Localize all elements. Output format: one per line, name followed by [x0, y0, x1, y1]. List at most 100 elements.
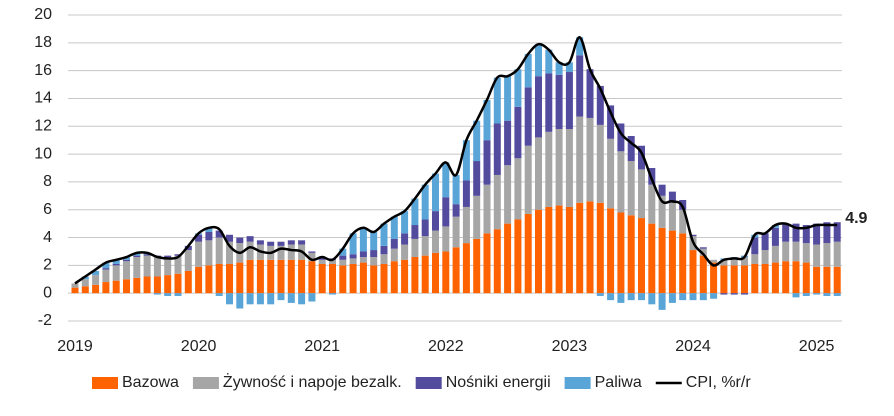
bar-segment	[514, 219, 522, 294]
bar-segment	[627, 215, 635, 294]
bar-segment	[236, 262, 244, 294]
bar-segment	[720, 293, 728, 295]
bar-segment	[792, 223, 800, 242]
bar-segment	[390, 238, 398, 249]
bar-segment	[504, 76, 512, 121]
legend-label: Paliwa	[595, 374, 642, 391]
bar-segment	[483, 184, 491, 234]
bar-segment	[390, 261, 398, 294]
bar-segment	[617, 123, 625, 152]
bar-segment	[710, 293, 718, 299]
bar-segment	[565, 206, 573, 294]
bar-segment	[792, 241, 800, 262]
cpi-line	[74, 36, 838, 285]
bar-segment	[730, 293, 738, 295]
bar-segment	[256, 293, 264, 305]
bar-segment	[174, 254, 182, 256]
bar-segment	[555, 74, 563, 130]
bar-segment	[565, 72, 573, 130]
bar-segment	[617, 293, 625, 303]
bar-segment	[370, 257, 378, 266]
bar-segment	[380, 245, 388, 255]
bar-segment	[143, 276, 151, 294]
bar-segment	[153, 276, 161, 294]
bar-segment	[267, 259, 275, 294]
bar-segment	[483, 233, 491, 294]
bar-segment	[226, 234, 233, 242]
bar-segment	[246, 293, 254, 305]
bar-segment	[298, 293, 306, 305]
bar-segment	[699, 255, 707, 294]
bar-segment	[102, 269, 110, 283]
y-tick-label: 18	[34, 34, 52, 51]
bar-segment	[380, 254, 388, 264]
bar-segment	[277, 293, 285, 301]
bar-segment	[215, 293, 223, 296]
bar-segment	[638, 293, 645, 301]
bar-segment	[308, 293, 316, 302]
bar-segment	[205, 265, 213, 294]
bar-segment	[617, 151, 625, 213]
bar-segment	[215, 237, 223, 264]
bar-segment	[92, 275, 100, 285]
bar-segment	[586, 69, 594, 118]
bar-segment	[658, 184, 666, 196]
x-tick-label: 2019	[57, 338, 93, 355]
bar-segment	[679, 209, 687, 234]
bar-segment	[535, 137, 542, 210]
y-tick-label: 6	[43, 201, 52, 218]
bar-segment	[792, 261, 800, 294]
bar-segment	[298, 259, 306, 294]
bar-segment	[370, 250, 378, 258]
bar-segment	[751, 237, 759, 255]
bar-segment	[287, 240, 295, 245]
bar-segment	[524, 213, 532, 294]
bar-segment	[71, 287, 79, 294]
bar-segment	[782, 241, 790, 262]
bar-segment	[576, 55, 584, 117]
bar-segment	[133, 252, 141, 256]
bar-segment	[226, 263, 233, 294]
bar-segment	[215, 230, 223, 238]
bar-segment	[92, 284, 100, 294]
bar-segment	[380, 263, 388, 294]
bar-segment	[699, 293, 707, 301]
bar-segment	[493, 77, 501, 124]
bar-segment	[442, 226, 450, 252]
bar-segment	[576, 37, 584, 56]
y-tick-label: 10	[34, 145, 52, 162]
bar-segment	[205, 231, 213, 241]
x-tick-label: 2022	[428, 338, 464, 355]
x-tick-label: 2020	[181, 338, 217, 355]
bar-segment	[421, 184, 429, 220]
bar-segment	[370, 265, 378, 294]
bar-segment	[411, 257, 419, 294]
bar-segment	[71, 283, 79, 288]
bar-segment	[226, 293, 233, 305]
bar-segment	[761, 250, 769, 264]
bar-segment	[205, 240, 213, 266]
legend-label: Bazowa	[122, 374, 179, 391]
bar-segment	[483, 140, 491, 185]
bar-segment	[401, 259, 409, 294]
bar-segment	[473, 195, 481, 239]
bar-segment	[318, 257, 326, 260]
bar-segment	[813, 223, 821, 245]
bar-segment	[771, 245, 779, 263]
bar-segment	[195, 241, 203, 267]
bar-segment	[246, 236, 254, 242]
bar-segment	[730, 258, 738, 266]
bar-segment	[308, 252, 316, 262]
y-tick-label: -2	[38, 312, 52, 329]
bar-segment	[741, 265, 748, 294]
legend-label: CPI, %r/r	[686, 374, 752, 391]
bar-segment	[143, 254, 151, 256]
bar-segment	[112, 263, 120, 266]
y-tick-label: 16	[34, 62, 52, 79]
x-tick-label: 2025	[799, 338, 835, 355]
bar-segment	[823, 222, 831, 244]
bar-segment	[401, 233, 409, 245]
bar-segment	[92, 270, 100, 276]
bar-segment	[432, 252, 439, 294]
